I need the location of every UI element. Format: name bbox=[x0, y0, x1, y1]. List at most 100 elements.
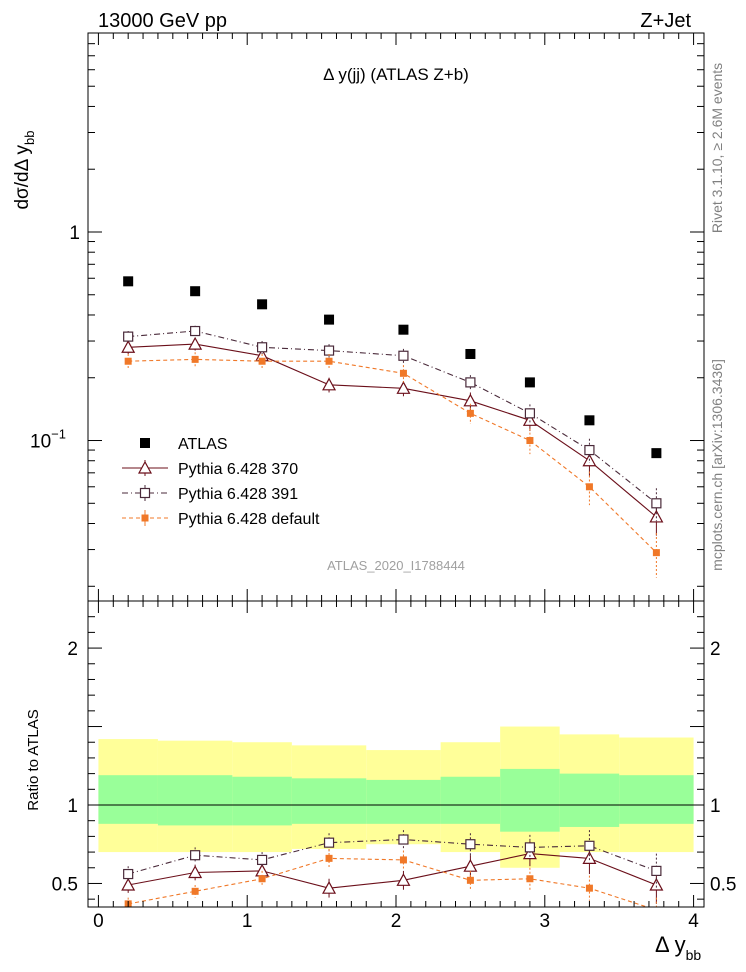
axes-layer: 0 1 2 3 4 1 10−1 0.5 0.5 1 1 2 2 bbox=[30, 32, 736, 932]
mcplots-reference-note: mcplots.cern.ch [arXiv:1306.3436] bbox=[709, 359, 725, 571]
main-atlas-point bbox=[257, 299, 268, 310]
x-tick-label: 2 bbox=[391, 911, 402, 932]
ratio-y-tick-label-right: 0.5 bbox=[710, 874, 736, 895]
ratio-p370-point bbox=[582, 851, 597, 864]
main-p370-point bbox=[322, 377, 337, 391]
x-tick-label: 1 bbox=[242, 911, 253, 932]
ratio-band-inner bbox=[619, 775, 694, 824]
main-pdef-point bbox=[124, 357, 132, 365]
legend-atlas-label: ATLAS bbox=[178, 436, 228, 453]
main-p370-point bbox=[396, 381, 411, 394]
legend-pdef-marker bbox=[141, 514, 149, 522]
ratio-y-tick-label-right: 1 bbox=[710, 796, 721, 817]
main-p391-point bbox=[465, 377, 476, 388]
ratio-band-inner bbox=[157, 775, 233, 826]
ratio-band-inner bbox=[559, 773, 620, 827]
main-p391-point bbox=[123, 331, 134, 342]
x-axis-label-subscript: bb bbox=[686, 947, 702, 963]
main-p391-point bbox=[190, 325, 201, 337]
ratio-y-tick-label: 0.5 bbox=[52, 874, 78, 895]
main-y-axis-label-text: dσ/dΔ y bbox=[12, 144, 33, 209]
main-p370-point bbox=[522, 413, 537, 426]
main-p391-point bbox=[398, 350, 409, 361]
main-y-tick-label: 10−1 bbox=[30, 427, 66, 453]
main-y-axis-label-subscript: bb bbox=[22, 130, 37, 144]
main-y-tick-label: 1 bbox=[69, 223, 80, 244]
ratio-band-inner bbox=[440, 776, 501, 824]
main-pdef-point bbox=[652, 549, 660, 557]
ratio-p391-point bbox=[398, 834, 409, 845]
x-axis-label: Δ ybb bbox=[655, 932, 701, 963]
x-tick-label: 0 bbox=[93, 911, 104, 932]
main-atlas-point bbox=[398, 324, 409, 335]
ratio-band-inner bbox=[500, 768, 560, 832]
main-p370-point bbox=[121, 340, 136, 353]
legend-p370-marker bbox=[137, 460, 153, 474]
header-analysis-group: Z+Jet bbox=[640, 10, 691, 32]
main-atlas-point bbox=[324, 314, 335, 325]
main-pdef-point bbox=[585, 483, 593, 491]
legend-atlas-marker bbox=[140, 438, 150, 448]
ratio-plot-layer bbox=[121, 830, 664, 907]
ratio-p391-point bbox=[584, 840, 595, 851]
ratio-pdef-point bbox=[399, 856, 407, 864]
main-pdef-point bbox=[325, 357, 333, 365]
rivet-version-note: Rivet 3.1.10, ≥ 2.6M events bbox=[709, 63, 725, 233]
main-pdef-point bbox=[258, 357, 266, 365]
main-plot-layer bbox=[121, 276, 664, 578]
plot-title: Δ y(jj) (ATLAS Z+b) bbox=[323, 65, 469, 84]
ratio-pdef-point bbox=[466, 876, 474, 884]
main-y-axis-label: dσ/dΔ ybb bbox=[12, 130, 37, 209]
ratio-p391-point bbox=[190, 850, 201, 861]
ratio-y-tick-label-right: 2 bbox=[710, 639, 721, 660]
main-pdef-point bbox=[399, 369, 407, 377]
main-pdef-point bbox=[191, 355, 199, 363]
ratio-pdef-point bbox=[652, 906, 660, 907]
x-tick-label: 3 bbox=[540, 911, 551, 932]
ratio-p391-point bbox=[524, 842, 536, 853]
main-atlas-point bbox=[190, 286, 201, 297]
legend-p391-marker bbox=[139, 487, 151, 499]
main-p370-point bbox=[188, 336, 203, 350]
ratio-pdef-point bbox=[258, 875, 266, 883]
main-pdef-point bbox=[526, 437, 534, 445]
ratio-pdef-point bbox=[526, 875, 534, 883]
ratio-p370-point bbox=[188, 865, 203, 879]
ratio-band-inner bbox=[98, 775, 158, 824]
ratio-y-tick-label: 2 bbox=[67, 639, 78, 660]
header-process: 13000 GeV pp bbox=[98, 10, 227, 32]
ratio-p391-point bbox=[123, 868, 134, 880]
legend-pdef-label: Pythia 6.428 default bbox=[178, 511, 320, 528]
ratio-pdef-point bbox=[191, 887, 199, 895]
ratio-p391-point bbox=[651, 865, 662, 877]
ratio-p370-point bbox=[396, 873, 411, 886]
main-atlas-point bbox=[123, 276, 134, 287]
ratio-p370-point bbox=[121, 877, 136, 891]
ratio-p391-point bbox=[256, 854, 268, 866]
legend-p370-label: Pythia 6.428 370 bbox=[178, 461, 298, 478]
svg-text:dσ/dΔ ybb: dσ/dΔ ybb bbox=[12, 130, 37, 209]
ratio-y-tick-label: 1 bbox=[67, 796, 78, 817]
main-p391-point bbox=[584, 444, 595, 456]
main-p391-point bbox=[256, 342, 268, 353]
ratio-band-inner bbox=[291, 778, 367, 824]
main-atlas-point bbox=[465, 348, 476, 359]
ratio-band-inner bbox=[366, 779, 441, 824]
main-p391-point bbox=[524, 408, 536, 419]
ratio-p391-line bbox=[128, 838, 657, 875]
ratio-p370-line bbox=[128, 853, 657, 889]
ratio-p370-point bbox=[255, 863, 270, 877]
legend: ATLAS Pythia 6.428 370 Pythia 6.428 391 Pyt… bbox=[122, 436, 320, 528]
main-p391-point bbox=[651, 498, 662, 509]
ratio-pdef-point bbox=[585, 884, 593, 892]
ratio-pdef-point bbox=[325, 854, 333, 862]
main-p370-point bbox=[463, 393, 478, 407]
ratio-y-axis-label: Ratio to ATLAS bbox=[25, 709, 42, 810]
analysis-watermark: ATLAS_2020_I1788444 bbox=[327, 558, 465, 573]
main-atlas-point bbox=[524, 377, 535, 388]
legend-p391-label: Pythia 6.428 391 bbox=[178, 486, 298, 503]
ratio-p391-point bbox=[465, 839, 476, 850]
ratio-uncertainty-bands bbox=[88, 726, 704, 868]
ratio-p370-point bbox=[522, 846, 537, 860]
